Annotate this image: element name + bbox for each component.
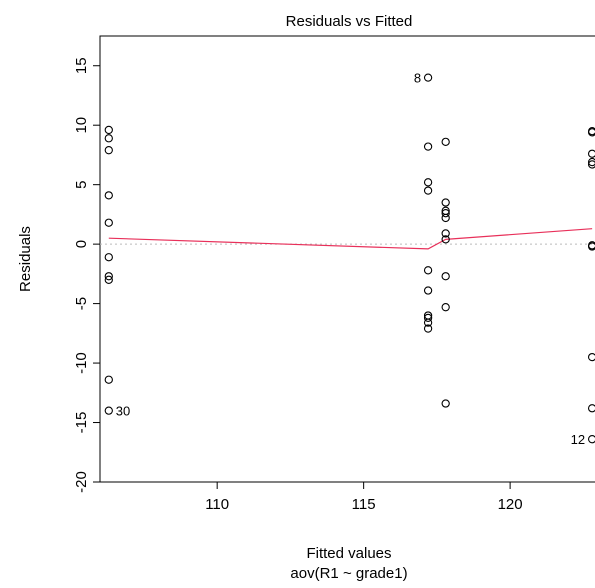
data-point [587, 435, 595, 444]
data-point [423, 266, 433, 275]
data-point [104, 146, 113, 155]
data-point [104, 191, 113, 200]
y-tick-label: 15 [73, 57, 90, 74]
y-tick-label: 5 [73, 180, 90, 188]
data-point [587, 149, 595, 158]
data-point [423, 286, 433, 295]
data-point [441, 235, 450, 244]
data-point [587, 160, 595, 169]
data-point [423, 178, 433, 187]
data-point [441, 303, 450, 312]
data-point [104, 406, 113, 415]
data-point [587, 242, 595, 251]
data-point [587, 404, 595, 413]
y-tick-label: -5 [73, 297, 90, 310]
x-axis-label: Fitted values [306, 545, 391, 562]
data-point [104, 272, 113, 281]
data-point [441, 213, 450, 223]
data-point [104, 375, 113, 384]
data-point [441, 137, 450, 147]
data-point [587, 128, 595, 137]
point-label: 8 [414, 71, 421, 86]
x-tick-label: 110 [205, 496, 229, 513]
data-point [423, 324, 433, 333]
smooth-line [108, 228, 593, 250]
y-tick-label: -15 [73, 412, 90, 434]
plot-frame [99, 35, 595, 483]
data-point [587, 157, 595, 167]
chart-title: Residuals vs Fitted [286, 13, 413, 30]
data-point [104, 275, 113, 284]
data-point [104, 218, 113, 227]
x-tick-label: 120 [498, 496, 523, 513]
y-axis-label: Residuals [17, 226, 34, 292]
x-axis-sublabel: aov(R1 ~ grade1) [290, 565, 407, 582]
data-point [441, 272, 450, 281]
point-annotations: 8 30 12 [116, 71, 585, 448]
data-point [104, 134, 113, 143]
data-point [441, 198, 450, 207]
data-point [423, 313, 433, 323]
x-axis: 110 115 120 [205, 482, 523, 513]
x-tick-label: 115 [352, 496, 376, 513]
data-point [587, 352, 595, 362]
y-axis: -20 -15 -10 -5 0 5 10 15 [73, 57, 100, 493]
data-point [441, 229, 450, 238]
data-point [423, 186, 433, 195]
data-point [104, 125, 113, 135]
data-point [104, 253, 113, 262]
y-tick-label: 10 [73, 117, 90, 134]
point-label: 30 [116, 404, 130, 419]
data-point [423, 73, 433, 82]
data-point [441, 209, 450, 218]
data-point [441, 399, 450, 408]
point-label: 12 [571, 432, 585, 447]
y-tick-label: -10 [73, 352, 90, 374]
data-points [104, 73, 595, 444]
y-tick-label: -20 [73, 471, 90, 493]
y-tick-label: 0 [73, 240, 90, 248]
data-point [423, 318, 433, 327]
data-point [423, 142, 433, 151]
